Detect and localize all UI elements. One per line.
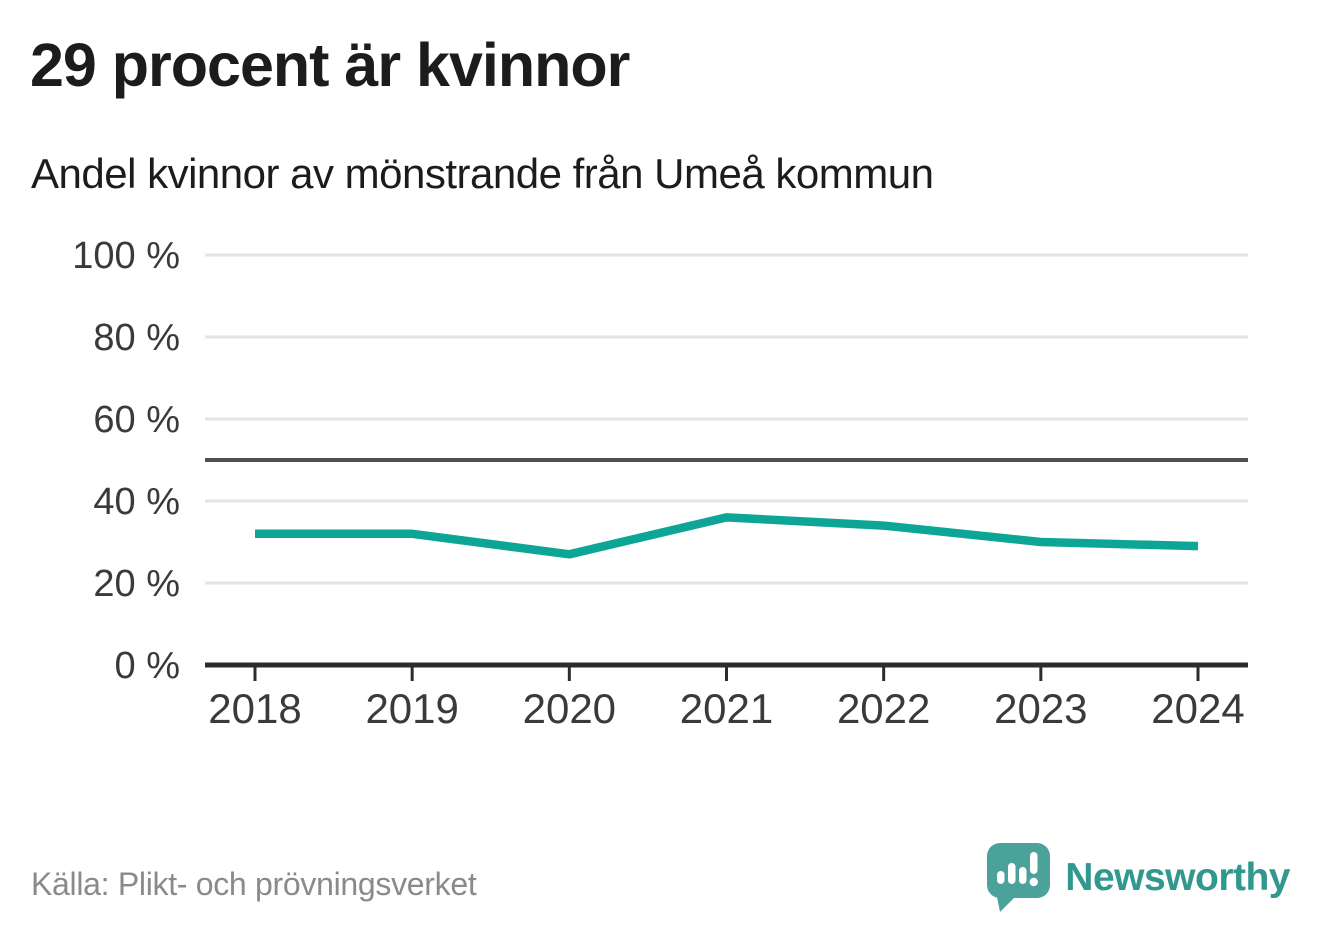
- page-title: 29 procent är kvinnor: [30, 31, 630, 99]
- x-tick-label-2019: 2019: [365, 685, 458, 732]
- newsworthy-logo-text: Newsworthy: [1065, 856, 1290, 899]
- x-tick-label-2022: 2022: [837, 685, 930, 732]
- y-tick-label-40: 40 %: [93, 481, 180, 523]
- x-tick-label-2018: 2018: [208, 685, 301, 732]
- y-tick-label-80: 80 %: [93, 317, 180, 359]
- logo-bars-icon: [997, 852, 1039, 887]
- chart-subtitle: Andel kvinnor av mönstrande från Umeå ko…: [31, 150, 934, 197]
- logo-bubble: [987, 843, 1051, 912]
- newsworthy-logo: Newsworthy: [986, 842, 1290, 914]
- x-tick-label-2023: 2023: [994, 685, 1087, 732]
- y-tick-label-0: 0 %: [115, 645, 180, 687]
- y-tick-label-20: 20 %: [93, 563, 180, 605]
- data-line-andel-kvinnor: [255, 513, 1199, 559]
- y-tick-label-60: 60 %: [93, 399, 180, 441]
- newsworthy-logo-icon: [987, 843, 1051, 912]
- source-text: Källa: Plikt- och prövningsverket: [31, 866, 477, 902]
- x-tick-label-2020: 2020: [523, 685, 616, 732]
- y-tick-label-100: 100 %: [72, 235, 180, 277]
- x-tick-label-2024: 2024: [1151, 685, 1244, 732]
- x-tick-label-2021: 2021: [680, 685, 773, 732]
